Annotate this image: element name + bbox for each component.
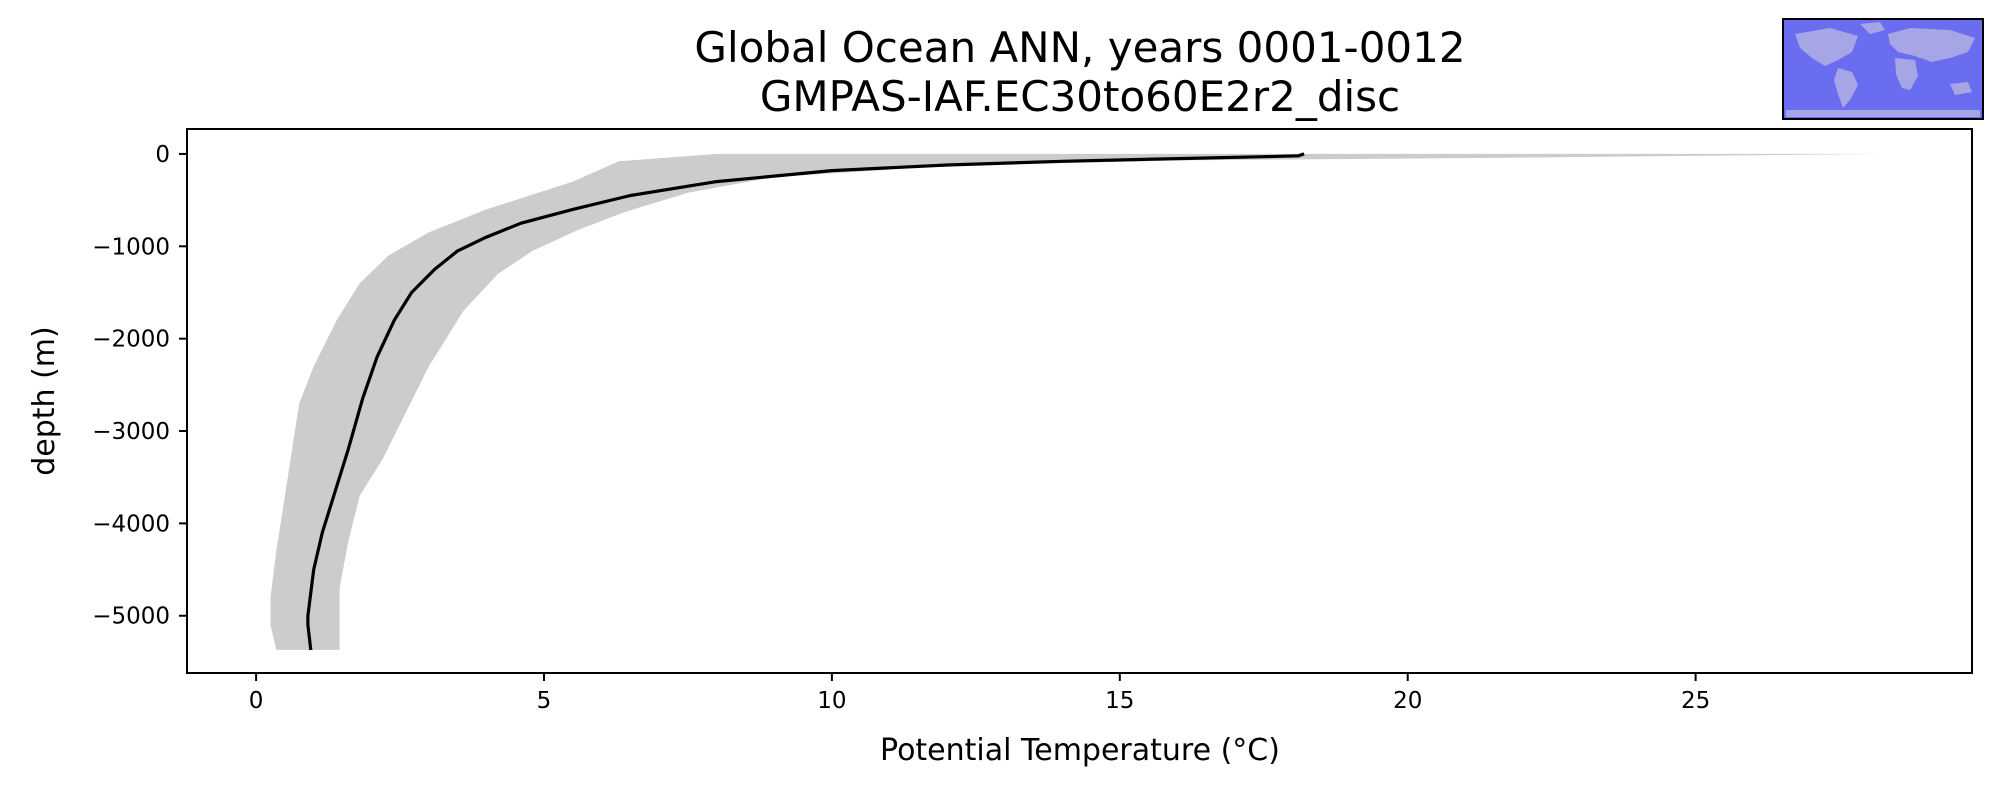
series-line-0 (306, 152, 1305, 651)
x-tick-label: 5 (537, 688, 552, 714)
x-tick-label: 20 (1393, 688, 1422, 714)
series-band-1 (270, 153, 1886, 650)
world-map-icon (1782, 18, 1984, 120)
y-axis-label: depth (m) (27, 326, 62, 476)
y-tick-label: −1000 (92, 234, 170, 260)
series-band-layer (270, 153, 1886, 650)
series-line-layer (306, 152, 1305, 651)
chart-title: Global Ocean ANN, years 0001-0012 (694, 23, 1465, 72)
x-axis-label: Potential Temperature (°C) (880, 733, 1280, 768)
x-tick-label: 0 (249, 688, 264, 714)
y-tick-label: −5000 (92, 604, 170, 630)
x-tick-label: 25 (1681, 688, 1710, 714)
chart-subtitle: GMPAS-IAF.EC30to60E2r2_disc (760, 72, 1400, 121)
y-tick-label: −2000 (92, 327, 170, 353)
y-tick-label: −4000 (92, 511, 170, 537)
x-tick-label: 10 (817, 688, 846, 714)
plot-area (186, 128, 1973, 674)
y-axis-ticks: 0 −1000 −2000 −3000 −4000 −5000 (92, 142, 187, 630)
inset-map-land (1786, 22, 1980, 117)
x-tick-label: 15 (1105, 688, 1134, 714)
y-tick-label: −3000 (92, 419, 170, 445)
x-axis-ticks: 0 5 10 15 20 25 (249, 673, 1710, 714)
y-tick-label: 0 (155, 142, 170, 168)
